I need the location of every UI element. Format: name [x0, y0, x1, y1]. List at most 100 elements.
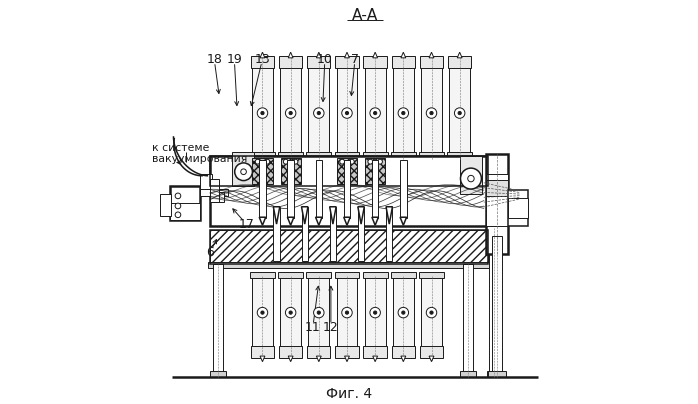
Circle shape — [346, 112, 348, 115]
Polygon shape — [400, 217, 406, 225]
Bar — [492, 236, 502, 377]
Polygon shape — [373, 52, 378, 58]
Bar — [306, 152, 332, 158]
Bar — [463, 264, 473, 377]
Circle shape — [426, 307, 437, 318]
Circle shape — [430, 112, 433, 115]
Bar — [450, 57, 470, 154]
Bar — [200, 174, 212, 190]
Circle shape — [313, 108, 324, 118]
Bar — [372, 160, 378, 218]
Text: 17: 17 — [239, 218, 254, 231]
Bar — [489, 228, 498, 377]
Text: 7: 7 — [351, 53, 359, 65]
Bar — [302, 207, 308, 261]
Bar — [252, 276, 273, 357]
Text: 12: 12 — [323, 321, 339, 334]
Circle shape — [235, 163, 253, 181]
Text: 10: 10 — [317, 53, 333, 65]
Polygon shape — [372, 217, 378, 225]
Bar — [364, 276, 385, 357]
Bar — [391, 152, 416, 158]
Bar — [307, 56, 330, 68]
Polygon shape — [316, 356, 321, 362]
Circle shape — [175, 193, 181, 199]
Polygon shape — [429, 52, 434, 58]
Polygon shape — [358, 207, 364, 224]
Bar — [251, 56, 274, 68]
Circle shape — [350, 159, 354, 164]
Bar — [419, 346, 443, 358]
Bar — [400, 160, 406, 218]
Bar — [344, 160, 350, 218]
Text: 6: 6 — [206, 246, 214, 259]
Bar — [214, 264, 223, 377]
Bar — [253, 158, 272, 184]
Bar — [208, 262, 490, 268]
Bar — [232, 152, 255, 186]
Bar — [279, 272, 303, 278]
Circle shape — [265, 159, 269, 164]
Circle shape — [398, 307, 408, 318]
Polygon shape — [288, 52, 293, 58]
Polygon shape — [373, 356, 378, 362]
Bar — [508, 190, 528, 226]
Text: А-А: А-А — [352, 8, 378, 23]
Circle shape — [175, 212, 181, 218]
Polygon shape — [288, 356, 293, 362]
Circle shape — [255, 159, 260, 164]
Circle shape — [258, 307, 268, 318]
Circle shape — [426, 108, 437, 118]
Bar — [486, 154, 508, 254]
Circle shape — [370, 108, 380, 118]
Bar — [364, 346, 387, 358]
Bar — [391, 272, 416, 278]
Polygon shape — [401, 52, 406, 58]
Bar — [335, 346, 359, 358]
Bar — [280, 57, 301, 154]
Bar — [315, 160, 322, 218]
Bar — [448, 56, 471, 68]
Circle shape — [175, 203, 181, 209]
Bar — [210, 156, 488, 186]
Bar — [392, 346, 415, 358]
Polygon shape — [288, 217, 294, 225]
Polygon shape — [329, 207, 336, 224]
Bar — [210, 230, 488, 264]
Bar — [309, 276, 329, 357]
Bar — [335, 56, 359, 68]
Bar — [252, 57, 273, 154]
Bar — [386, 207, 392, 261]
Polygon shape — [345, 52, 350, 58]
Bar — [200, 189, 228, 196]
Text: 13: 13 — [255, 53, 270, 65]
Bar — [363, 272, 387, 278]
Bar — [274, 207, 280, 261]
Bar — [250, 272, 275, 278]
Bar — [251, 346, 274, 358]
Bar — [460, 371, 476, 377]
Bar — [307, 346, 330, 358]
Bar — [250, 152, 275, 158]
Circle shape — [317, 112, 320, 115]
Polygon shape — [259, 217, 266, 225]
Circle shape — [373, 112, 377, 115]
Bar — [336, 57, 357, 154]
Bar — [486, 180, 508, 196]
Circle shape — [346, 311, 348, 314]
Polygon shape — [260, 356, 265, 362]
Bar — [210, 230, 488, 264]
Polygon shape — [345, 356, 350, 362]
Circle shape — [261, 112, 264, 115]
Circle shape — [317, 311, 320, 314]
Circle shape — [370, 307, 380, 318]
Polygon shape — [344, 217, 350, 225]
Bar — [392, 56, 415, 68]
Bar — [447, 152, 472, 158]
Circle shape — [313, 307, 324, 318]
Bar — [460, 156, 482, 194]
Circle shape — [293, 159, 298, 164]
Text: 11: 11 — [305, 321, 320, 334]
Circle shape — [368, 159, 373, 164]
Bar — [419, 56, 443, 68]
